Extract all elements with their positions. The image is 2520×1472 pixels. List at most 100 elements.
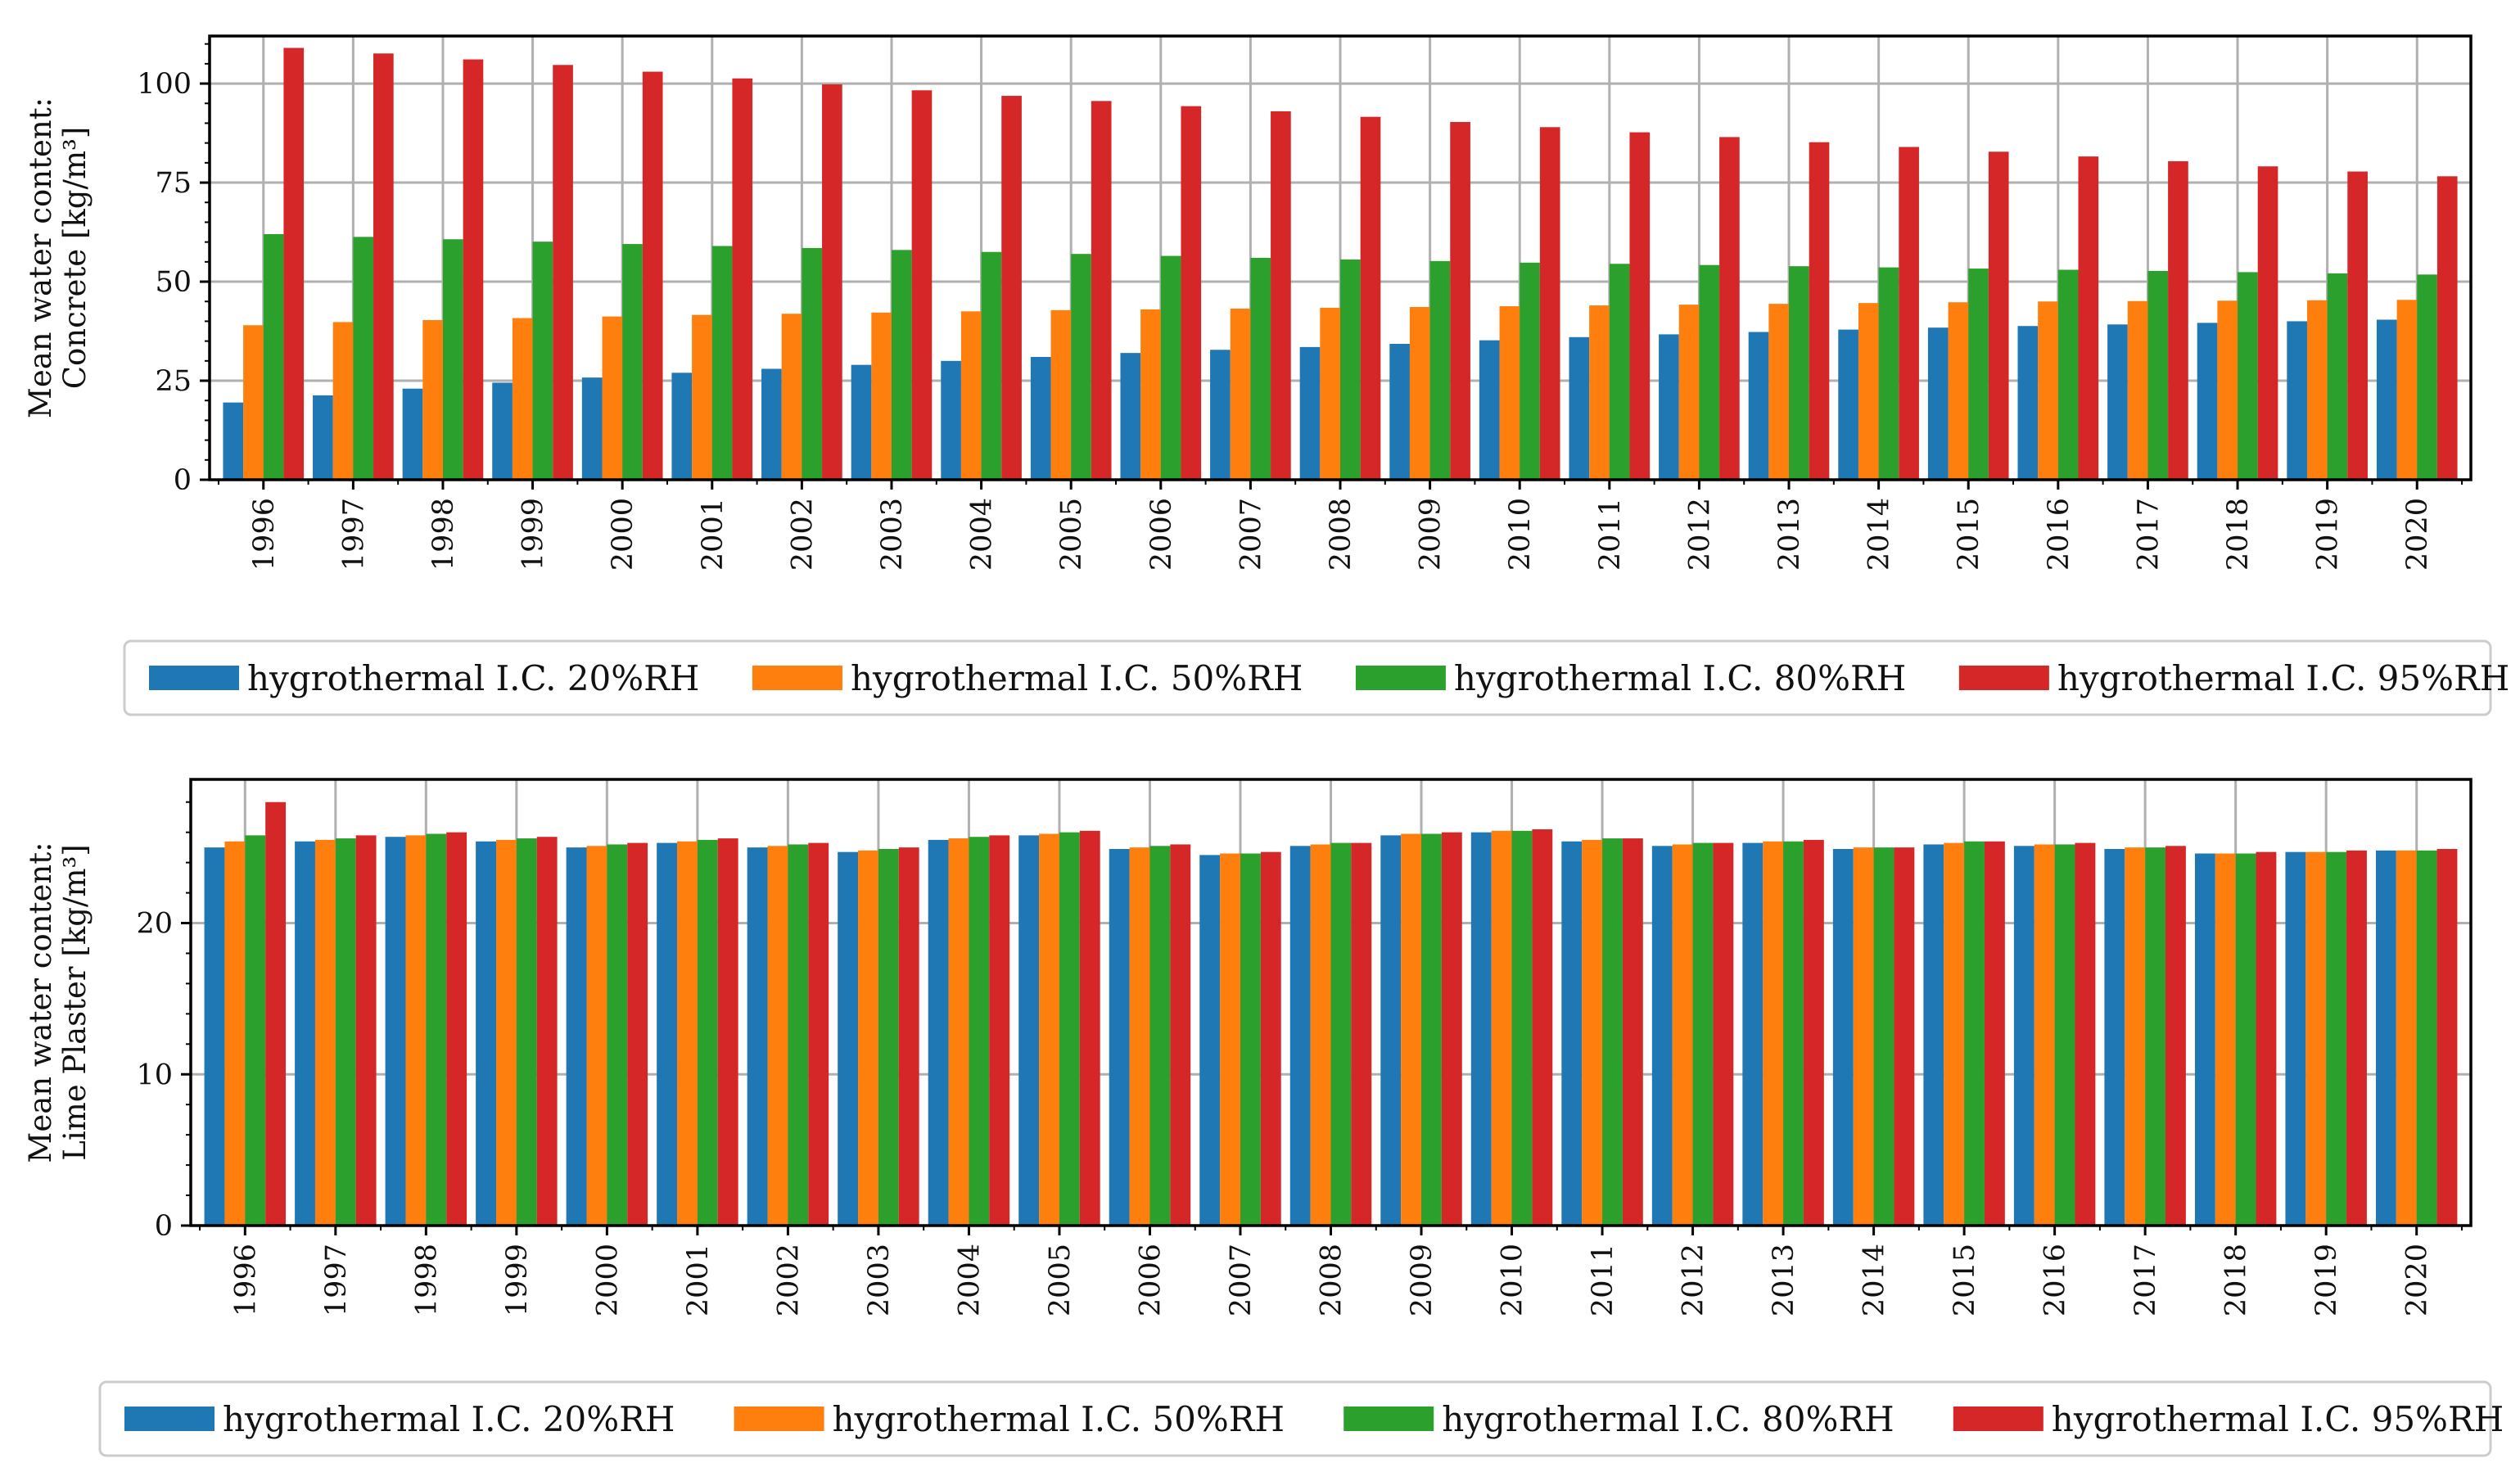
x-tick-label: 2001 <box>697 498 729 571</box>
bar <box>2416 850 2437 1226</box>
bar <box>622 244 643 480</box>
bar <box>1923 844 1944 1226</box>
bar <box>2327 273 2348 480</box>
bar <box>1719 137 1740 480</box>
x-tick-label: 2014 <box>1863 498 1896 571</box>
bar <box>1470 832 1492 1226</box>
bar <box>1351 842 1372 1226</box>
bar <box>1609 264 1630 480</box>
bar <box>989 835 1010 1226</box>
bar <box>1129 847 1150 1226</box>
bar <box>838 851 859 1226</box>
x-tick-label: 2008 <box>1325 498 1357 571</box>
bar <box>2013 846 2035 1226</box>
bar <box>1672 844 1693 1226</box>
bar <box>1944 842 1965 1226</box>
x-tick-label: 2016 <box>2039 1244 2072 1316</box>
bar <box>1809 142 1830 480</box>
bar <box>2347 171 2368 480</box>
legend-swatch <box>124 1407 215 1431</box>
bar <box>2078 156 2099 480</box>
bar <box>355 835 377 1226</box>
x-tick-label: 2015 <box>1949 1244 1981 1316</box>
bar <box>1602 838 1623 1226</box>
bar <box>1692 842 1714 1226</box>
legend-swatch <box>734 1407 824 1431</box>
bar <box>2217 300 2238 480</box>
legend-swatch <box>1344 1407 1434 1431</box>
bar <box>1520 262 1540 480</box>
bar <box>2165 846 2186 1226</box>
x-tick-label: 2007 <box>1235 498 1267 571</box>
bar <box>385 837 406 1226</box>
bar <box>2147 270 2169 480</box>
bar <box>1170 844 1191 1226</box>
bar <box>878 848 899 1226</box>
bar <box>422 319 443 480</box>
x-tick-label: 2015 <box>1953 498 1985 571</box>
bar <box>941 360 961 480</box>
bar <box>711 246 733 480</box>
bar <box>1199 855 1221 1226</box>
bar <box>1659 334 1679 480</box>
bar <box>2326 851 2347 1226</box>
bar <box>2215 853 2236 1226</box>
bar <box>1039 833 1059 1226</box>
bar <box>223 402 244 480</box>
x-tick-label: 2018 <box>2220 1244 2253 1316</box>
bar <box>2197 323 2218 480</box>
bar <box>2306 300 2328 480</box>
bar <box>2396 300 2418 480</box>
bar <box>1789 266 1809 480</box>
x-tick-label: 2003 <box>863 1244 896 1316</box>
bar <box>898 847 919 1226</box>
x-tick-label: 2020 <box>2401 498 2434 571</box>
bar <box>446 832 467 1226</box>
bar <box>463 59 484 481</box>
bar <box>2436 848 2458 1226</box>
bar <box>1429 260 1451 480</box>
bar <box>2346 850 2367 1226</box>
bar <box>2054 844 2075 1226</box>
x-tick-label: 2004 <box>966 498 999 571</box>
bar <box>767 846 788 1226</box>
x-tick-label: 2000 <box>591 1244 624 1316</box>
bar <box>1832 848 1854 1226</box>
x-tick-label: 2010 <box>1497 1244 1529 1316</box>
bar <box>1582 839 1603 1226</box>
bar <box>1894 847 1915 1226</box>
x-tick-label: 2005 <box>1055 498 1088 571</box>
x-tick-label: 1996 <box>229 1244 262 1316</box>
bar <box>969 837 990 1226</box>
x-tick-label: 2013 <box>1768 1244 1800 1316</box>
bar <box>2305 851 2327 1226</box>
bar <box>1250 258 1271 480</box>
bar <box>871 312 892 480</box>
legend-label: hygrothermal I.C. 50%RH <box>851 658 1303 698</box>
bar <box>2396 850 2417 1226</box>
x-tick-label: 2007 <box>1225 1244 1258 1316</box>
y-tick-label: 10 <box>136 1059 173 1091</box>
bar <box>1421 833 1442 1226</box>
x-tick-label: 2006 <box>1134 1244 1167 1316</box>
y-tick-label: 0 <box>155 1210 173 1243</box>
x-tick-label: 2002 <box>772 1244 805 1316</box>
legend-label: hygrothermal I.C. 95%RH <box>2057 658 2509 698</box>
x-tick-label: 2017 <box>2129 1244 2162 1316</box>
bar <box>2194 853 2215 1226</box>
x-tick-label: 2004 <box>953 1244 986 1316</box>
bar <box>2104 848 2125 1226</box>
bar <box>1968 269 1989 480</box>
bar <box>1330 842 1352 1226</box>
bar <box>566 847 587 1226</box>
legend-label: hygrothermal I.C. 20%RH <box>223 1399 675 1439</box>
x-tick-label: 2005 <box>1044 1244 1077 1316</box>
bar <box>1678 305 1700 480</box>
bar <box>332 322 354 480</box>
x-tick-label: 1998 <box>410 1244 443 1316</box>
bar <box>1629 132 1651 480</box>
bar <box>1091 101 1112 480</box>
x-tick-label: 2018 <box>2222 498 2255 571</box>
bar <box>911 90 933 480</box>
bar <box>2125 847 2146 1226</box>
